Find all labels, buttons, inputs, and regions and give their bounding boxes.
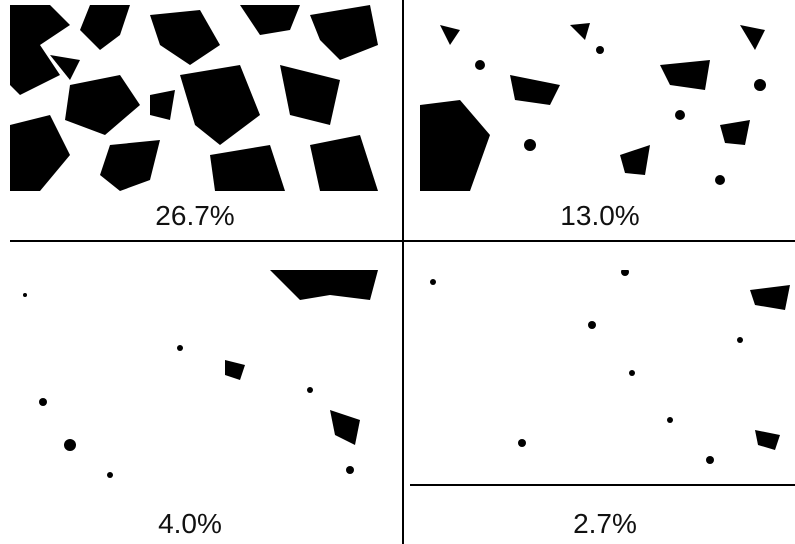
micrograph-panel-1: [10, 5, 378, 191]
caption-panel-1: 26.7%: [155, 200, 235, 231]
caption-panel-2: 13.0%: [560, 200, 640, 231]
caption-panel-4: 2.7%: [573, 508, 637, 539]
vertical-divider: [402, 0, 404, 544]
binary-micrograph-2: [420, 5, 785, 191]
horizontal-divider: [10, 240, 795, 242]
binary-micrograph-3: [10, 270, 378, 488]
micrograph-panel-2: [420, 5, 785, 191]
binary-micrograph-4: [410, 270, 795, 488]
binary-micrograph-1: [10, 5, 378, 191]
micrograph-panel-4: [410, 270, 795, 488]
caption-panel-3: 4.0%: [158, 508, 222, 539]
micrograph-panel-3: [10, 270, 378, 488]
